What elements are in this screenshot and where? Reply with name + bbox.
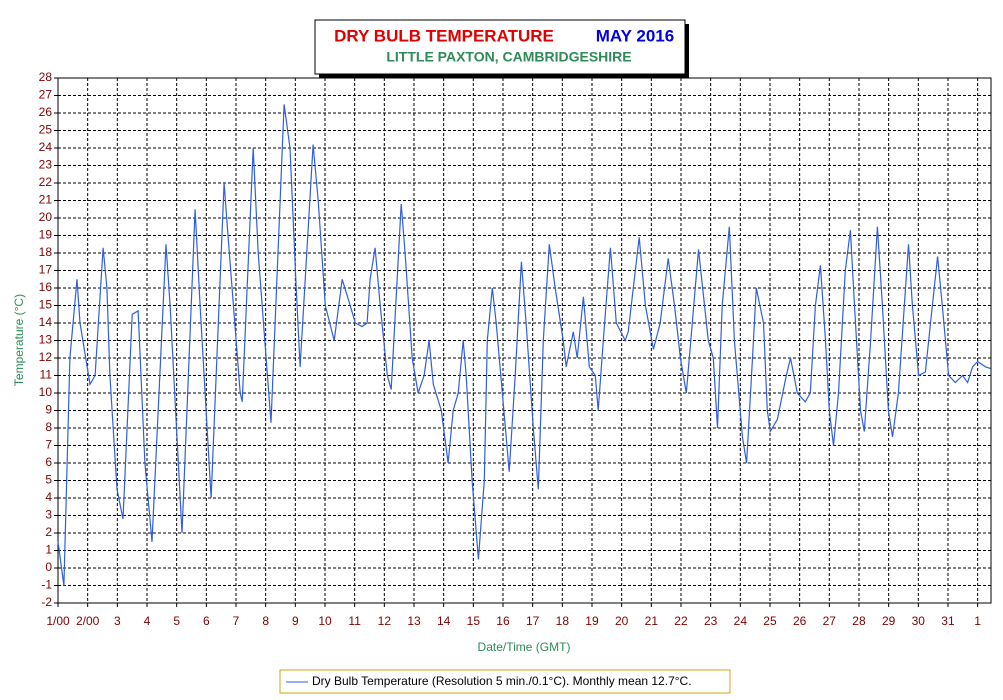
chart-subtitle: LITTLE PAXTON, CAMBRIDGESHIRE (386, 49, 631, 65)
y-tick-label: 14 (39, 315, 53, 329)
x-tick-label: 29 (882, 614, 896, 628)
x-tick-label: 21 (645, 614, 659, 628)
x-tick-label: 9 (292, 614, 299, 628)
y-tick-label: 10 (39, 385, 53, 399)
y-axis-label: Temperature (°C) (12, 294, 26, 386)
x-tick-label: 1 (974, 614, 981, 628)
x-tick-label: 1/00 (46, 614, 70, 628)
y-tick-label: -2 (41, 595, 52, 609)
y-tick-label: 8 (45, 420, 52, 434)
chart-period: MAY 2016 (596, 26, 674, 45)
chart-title: DRY BULB TEMPERATURE (334, 26, 554, 45)
legend-label: Dry Bulb Temperature (Resolution 5 min./… (312, 674, 692, 688)
y-tick-label: 18 (39, 245, 53, 259)
x-tick-label: 10 (318, 614, 332, 628)
y-tick-label: 22 (39, 175, 53, 189)
plot-border (57, 77, 992, 604)
x-tick-label: 5 (173, 614, 180, 628)
x-tick-label: 24 (734, 614, 748, 628)
y-tick-label: 1 (45, 543, 52, 557)
x-tick-label: 26 (793, 614, 807, 628)
y-tick-label: 2 (45, 525, 52, 539)
y-tick-label: 19 (39, 228, 53, 242)
title-box (314, 19, 686, 75)
y-tick-label: 20 (39, 210, 53, 224)
y-tick-label: 21 (39, 193, 53, 207)
temperature-line (57, 104, 991, 586)
y-tick-label: 7 (45, 438, 52, 452)
y-tick-label: 0 (45, 560, 52, 574)
y-tick-label: 28 (39, 70, 53, 84)
x-tick-label: 17 (526, 614, 540, 628)
y-tick-label: 15 (39, 298, 53, 312)
x-tick-label: 13 (407, 614, 421, 628)
x-tick-label: 19 (585, 614, 599, 628)
x-tick-label: 4 (144, 614, 151, 628)
x-tick-label: 3 (114, 614, 121, 628)
legend-box (279, 669, 731, 694)
x-tick-label: 27 (823, 614, 837, 628)
x-axis-label: Date/Time (GMT) (478, 640, 571, 654)
y-tick-label: 5 (45, 473, 52, 487)
y-tick-label: 13 (39, 333, 53, 347)
x-tick-label: 16 (496, 614, 510, 628)
y-tick-label: 23 (39, 158, 53, 172)
y-tick-label: 9 (45, 403, 52, 417)
y-tick-label: 11 (40, 368, 53, 382)
x-tick-label: 15 (467, 614, 481, 628)
y-tick-label: 12 (39, 350, 53, 364)
x-tick-label: 7 (233, 614, 240, 628)
y-tick-label: 17 (39, 263, 53, 277)
y-tick-label: 3 (45, 508, 52, 522)
y-tick-label: 26 (39, 105, 53, 119)
x-tick-label: 8 (262, 614, 269, 628)
x-tick-label: 28 (852, 614, 866, 628)
y-tick-label: 27 (39, 88, 53, 102)
y-tick-label: -1 (41, 578, 52, 592)
x-tick-label: 20 (615, 614, 629, 628)
y-tick-label: 24 (39, 140, 53, 154)
x-tick-label: 25 (763, 614, 777, 628)
y-tick-label: 4 (45, 490, 52, 504)
x-tick-label: 12 (378, 614, 392, 628)
y-tick-label: 16 (39, 280, 53, 294)
x-tick-label: 23 (704, 614, 718, 628)
x-tick-label: 2/00 (76, 614, 100, 628)
x-tick-label: 6 (203, 614, 210, 628)
x-tick-label: 30 (912, 614, 926, 628)
x-tick-label: 14 (437, 614, 451, 628)
x-tick-label: 11 (348, 614, 361, 628)
x-tick-label: 18 (556, 614, 570, 628)
y-tick-label: 6 (45, 455, 52, 469)
x-tick-label: 31 (941, 614, 955, 628)
x-tick-label: 22 (674, 614, 688, 628)
y-tick-label: 25 (39, 123, 53, 137)
